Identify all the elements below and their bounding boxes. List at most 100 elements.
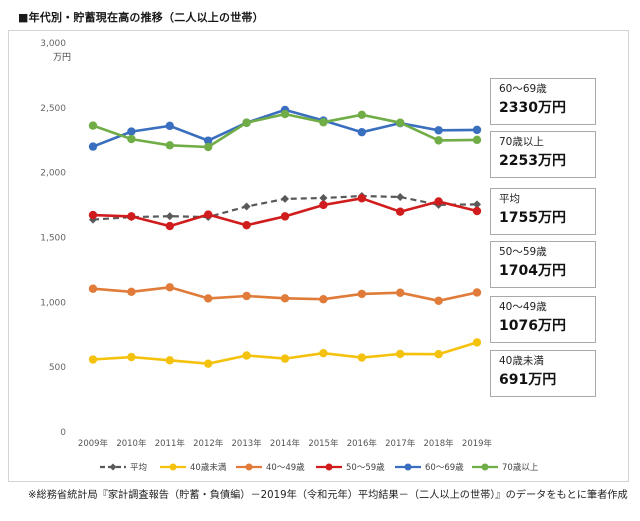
y-tick-label: 0 bbox=[60, 428, 66, 438]
x-tick-label: 2015年 bbox=[308, 438, 339, 449]
x-axis: 2009年 2010年 2011年 2012年 2013年 2014年 2015年 2016年… bbox=[78, 438, 493, 449]
y-tick-label: 2,000 bbox=[40, 169, 66, 179]
data-point bbox=[434, 136, 443, 145]
data-point bbox=[280, 109, 290, 119]
callout-label: 平均 bbox=[499, 193, 520, 205]
y-tick-label: 1,000 bbox=[40, 298, 66, 308]
data-point bbox=[396, 349, 405, 359]
x-tick-label: 2018年 bbox=[424, 438, 455, 449]
legend-label: 70歳以上 bbox=[502, 462, 539, 473]
y-tick-label: 2,500 bbox=[40, 104, 66, 114]
data-point bbox=[472, 338, 482, 347]
x-tick-label: 2013年 bbox=[232, 438, 263, 449]
data-point bbox=[434, 350, 443, 359]
source-note: ※総務省統計局『家計調査報告（貯蓄・負債編）－2019年（令和元年）平均結果－（… bbox=[28, 490, 628, 501]
legend-marker bbox=[245, 463, 253, 471]
data-point bbox=[396, 118, 405, 127]
callout-40s: 40～49歳 1076万円 bbox=[490, 296, 596, 343]
y-axis-unit: 万円 bbox=[53, 52, 71, 63]
x-tick-label: 2014年 bbox=[270, 438, 301, 449]
series-1 bbox=[88, 338, 482, 368]
data-point bbox=[357, 194, 366, 203]
series-line bbox=[92, 112, 478, 149]
callout-label: 60～69歳 bbox=[499, 83, 547, 95]
data-point bbox=[88, 121, 98, 130]
legend-label: 50～59歳 bbox=[346, 462, 385, 473]
legend-marker bbox=[325, 463, 333, 471]
series-2 bbox=[88, 283, 482, 305]
data-point bbox=[242, 351, 251, 360]
legend-item: 40～49歳 bbox=[236, 462, 305, 473]
data-point bbox=[242, 220, 251, 230]
y-axis: 0 500 1,000 1,500 2,000 2,500 3,000 万円 bbox=[40, 39, 71, 438]
legend-item: 60～69歳 bbox=[395, 462, 464, 473]
callout-value: 1704万円 bbox=[499, 263, 566, 279]
data-point bbox=[434, 296, 443, 305]
x-tick-label: 2017年 bbox=[385, 438, 416, 449]
data-point bbox=[127, 352, 136, 362]
data-point bbox=[357, 353, 366, 362]
data-point bbox=[473, 200, 481, 209]
data-point bbox=[127, 212, 136, 221]
y-tick-label: 1,500 bbox=[40, 234, 66, 244]
callout-label: 40～49歳 bbox=[499, 301, 547, 313]
data-point bbox=[434, 126, 443, 135]
data-point bbox=[165, 221, 174, 231]
data-point bbox=[319, 295, 328, 304]
data-point bbox=[165, 283, 174, 292]
callout-value: 1076万円 bbox=[499, 318, 566, 334]
data-point bbox=[88, 284, 98, 293]
y-tick-label: 3,000 bbox=[40, 39, 66, 49]
data-point bbox=[242, 291, 251, 301]
chart-frame bbox=[8, 30, 629, 482]
data-point bbox=[88, 355, 98, 364]
series-5 bbox=[88, 109, 482, 152]
callout-label: 50～59歳 bbox=[499, 246, 547, 258]
data-point bbox=[204, 136, 213, 145]
data-point bbox=[319, 193, 328, 202]
data-point bbox=[472, 206, 482, 216]
data-point bbox=[127, 134, 136, 144]
callout-60s: 60～69歳 2330万円 bbox=[490, 78, 596, 125]
legend-label: 40～49歳 bbox=[266, 462, 305, 473]
legend-item: 平均 bbox=[100, 462, 147, 473]
callout-50s: 50～59歳 1704万円 bbox=[490, 241, 596, 288]
data-point bbox=[204, 359, 213, 368]
legend-marker bbox=[169, 463, 177, 471]
callout-label: 70歳以上 bbox=[499, 136, 544, 148]
data-point bbox=[319, 200, 328, 210]
data-point bbox=[396, 207, 405, 216]
data-point bbox=[204, 294, 213, 303]
data-point bbox=[434, 197, 443, 206]
legend-label: 平均 bbox=[130, 462, 147, 473]
legend-label: 60～69歳 bbox=[425, 462, 464, 473]
x-tick-label: 2012年 bbox=[193, 438, 224, 449]
data-point bbox=[280, 212, 290, 221]
legend: 平均 40歳未満 40～49歳 50～59歳 60～69歳 70歳以上 bbox=[100, 462, 539, 473]
data-point bbox=[242, 118, 251, 127]
data-point bbox=[165, 356, 174, 365]
data-point bbox=[357, 110, 366, 120]
callout-label: 40歳未満 bbox=[499, 355, 544, 367]
data-point bbox=[165, 121, 174, 131]
data-point bbox=[127, 287, 136, 297]
data-point bbox=[88, 142, 98, 151]
callout-value: 1755万円 bbox=[499, 210, 566, 226]
data-point bbox=[281, 194, 289, 203]
legend-item: 50～59歳 bbox=[316, 462, 385, 473]
legend-marker bbox=[404, 463, 412, 471]
data-point bbox=[357, 289, 366, 299]
callout-70plus: 70歳以上 2253万円 bbox=[490, 131, 596, 178]
chart-title: ■年代別・貯蓄現在高の推移（二人以上の世帯） bbox=[18, 11, 264, 24]
callout-value: 2330万円 bbox=[499, 100, 566, 116]
data-point bbox=[204, 210, 213, 219]
data-point bbox=[472, 135, 482, 145]
series-3 bbox=[88, 194, 482, 231]
data-point bbox=[396, 288, 405, 297]
data-point bbox=[280, 294, 290, 303]
data-point bbox=[88, 210, 98, 220]
callout-average: 平均 1755万円 bbox=[490, 188, 596, 235]
legend-item: 70歳以上 bbox=[472, 462, 539, 473]
callout-value: 691万円 bbox=[499, 372, 557, 388]
